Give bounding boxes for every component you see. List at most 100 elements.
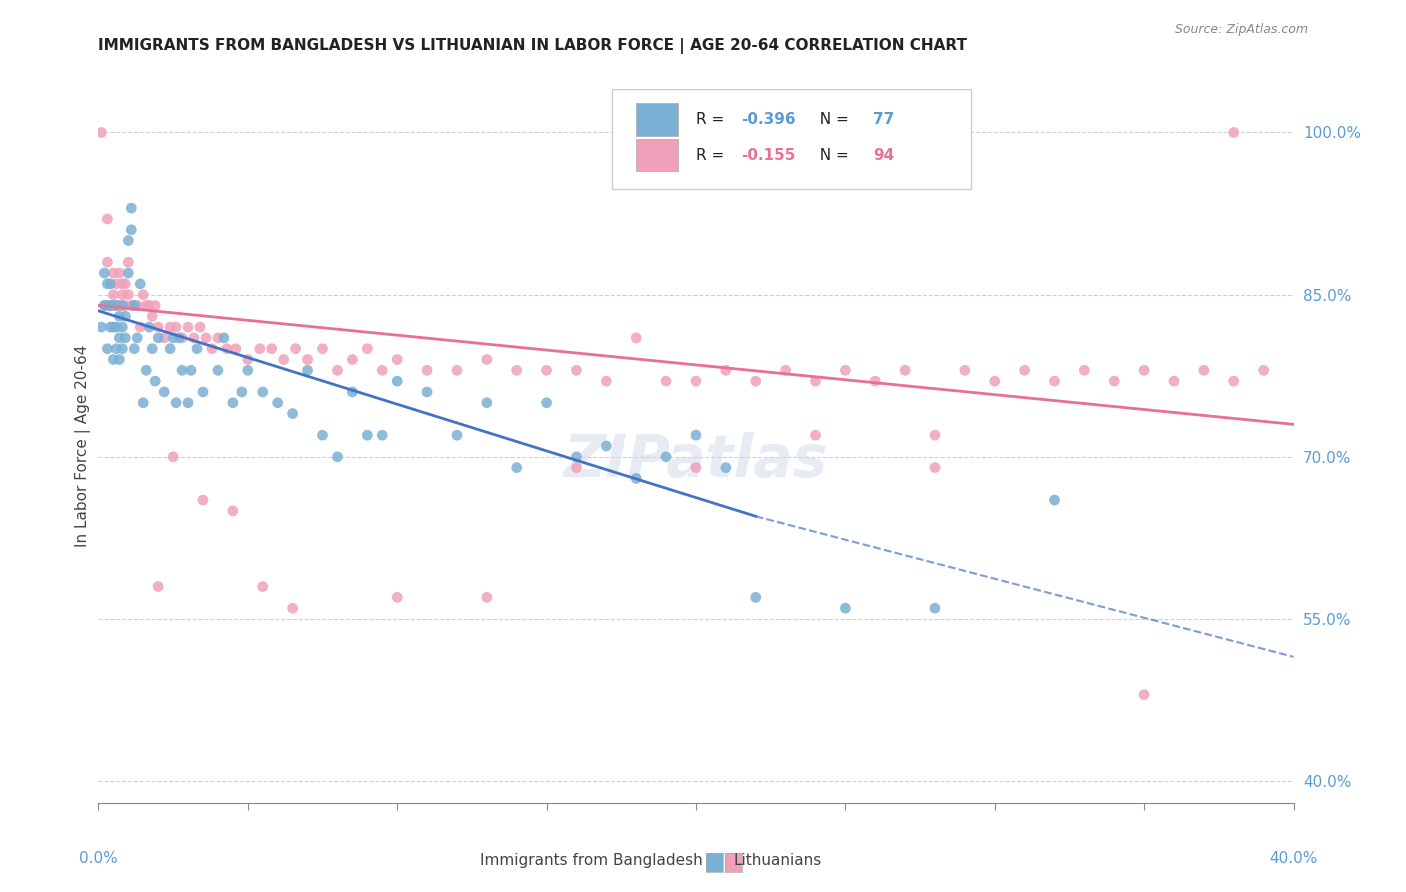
Point: [775, 363, 797, 377]
Point: [96, 342, 118, 356]
Point: [183, 331, 205, 345]
Point: [114, 310, 136, 324]
Text: Source: ZipAtlas.com: Source: ZipAtlas.com: [1174, 22, 1308, 36]
Text: N =: N =: [810, 112, 853, 127]
Point: [93, 298, 115, 312]
Point: [356, 342, 378, 356]
Point: [273, 352, 295, 367]
Point: [565, 450, 588, 464]
Point: [685, 428, 707, 442]
Point: [953, 363, 976, 377]
Point: [114, 298, 136, 312]
Text: ZIPatlas: ZIPatlas: [564, 432, 828, 489]
Point: [93, 266, 115, 280]
Point: [267, 396, 290, 410]
Point: [924, 601, 946, 615]
Point: [804, 374, 827, 388]
Text: 94: 94: [873, 148, 894, 162]
Point: [188, 320, 211, 334]
Text: R =: R =: [696, 148, 730, 162]
Point: [284, 342, 307, 356]
Text: -0.155: -0.155: [741, 148, 796, 162]
Point: [135, 298, 157, 312]
Point: [111, 342, 134, 356]
Point: [1043, 493, 1066, 508]
Point: [326, 450, 349, 464]
Point: [114, 331, 136, 345]
Point: [236, 352, 259, 367]
Point: [172, 331, 194, 345]
Point: [114, 277, 136, 291]
Point: [124, 298, 146, 312]
Point: [105, 342, 128, 356]
Point: [111, 298, 134, 312]
Point: [865, 374, 887, 388]
Point: [120, 298, 142, 312]
Point: [100, 298, 122, 312]
Point: [281, 407, 304, 421]
Text: Lithuanians: Lithuanians: [734, 854, 823, 868]
Text: 77: 77: [873, 112, 894, 127]
Point: [714, 363, 737, 377]
Point: [132, 287, 155, 301]
Point: [475, 352, 498, 367]
Point: [595, 374, 617, 388]
Point: [93, 298, 115, 312]
Point: [167, 331, 190, 345]
Point: [595, 439, 617, 453]
Point: [141, 342, 163, 356]
Point: [311, 342, 333, 356]
Point: [385, 591, 409, 605]
Point: [506, 460, 529, 475]
Point: [148, 331, 170, 345]
Point: [165, 396, 187, 410]
Point: [195, 331, 218, 345]
Y-axis label: In Labor Force | Age 20-64: In Labor Force | Age 20-64: [76, 345, 91, 547]
Point: [103, 352, 125, 367]
Point: [834, 601, 856, 615]
Point: [894, 363, 917, 377]
Point: [1133, 363, 1156, 377]
Point: [626, 471, 648, 485]
Point: [111, 277, 134, 291]
Point: [135, 363, 157, 377]
Point: [626, 331, 648, 345]
Point: [100, 320, 122, 334]
Point: [129, 320, 152, 334]
Point: [129, 277, 152, 291]
Point: [416, 363, 439, 377]
Point: [212, 331, 235, 345]
Point: [207, 363, 229, 377]
Point: [1192, 363, 1215, 377]
Point: [984, 374, 1007, 388]
Point: [108, 310, 131, 324]
Point: [191, 493, 214, 508]
Point: [177, 320, 200, 334]
Point: [371, 363, 394, 377]
Point: [143, 298, 166, 312]
Point: [162, 450, 184, 464]
Point: [153, 384, 176, 399]
Point: [236, 363, 259, 377]
Point: [416, 384, 439, 399]
FancyBboxPatch shape: [637, 103, 678, 136]
Point: [172, 363, 194, 377]
Point: [297, 363, 319, 377]
Point: [225, 342, 247, 356]
Point: [90, 125, 112, 139]
Text: 40.0%: 40.0%: [1270, 852, 1317, 866]
Text: IMMIGRANTS FROM BANGLADESH VS LITHUANIAN IN LABOR FORCE | AGE 20-64 CORRELATION : IMMIGRANTS FROM BANGLADESH VS LITHUANIAN…: [98, 37, 967, 54]
Point: [165, 320, 187, 334]
Point: [153, 331, 176, 345]
Point: [260, 342, 283, 356]
Point: [565, 363, 588, 377]
Text: Immigrants from Bangladesh: Immigrants from Bangladesh: [481, 854, 703, 868]
Point: [117, 255, 139, 269]
Point: [117, 266, 139, 280]
Point: [475, 591, 498, 605]
Point: [1073, 363, 1095, 377]
Text: -0.396: -0.396: [741, 112, 796, 127]
Point: [96, 255, 118, 269]
Point: [446, 363, 468, 377]
Point: [96, 211, 118, 226]
